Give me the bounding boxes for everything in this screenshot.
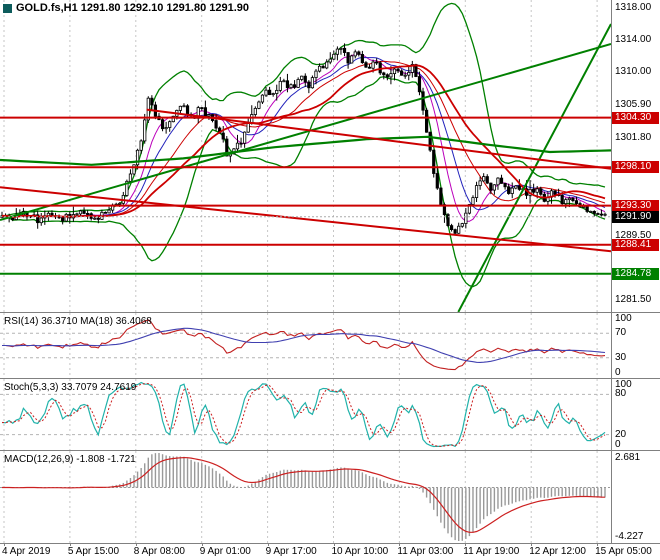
stoch-label: Stoch(5,3,3) 33.7079 24.7619 — [4, 382, 137, 393]
price-axis-badge: 1298.10 — [612, 161, 659, 174]
time-axis-tick — [597, 543, 599, 546]
price-axis-label: 1305.90 — [615, 98, 652, 110]
time-axis-tick — [4, 543, 5, 546]
time-axis-tick — [135, 543, 137, 546]
time-axis-tick — [399, 543, 401, 546]
panel-separator — [0, 450, 660, 451]
macd-label: MACD(12,26,9) -1.808 -1.721 — [4, 454, 136, 465]
time-axis-label: 11 Apr 19:00 — [463, 546, 520, 557]
price-axis-badge: 1304.30 — [612, 111, 659, 124]
chart-title: GOLD.fs,H1 1291.80 1292.10 1291.80 1291.… — [16, 2, 250, 14]
indicator-axis-label: -4.227 — [615, 531, 644, 542]
indicator-axis-label: 100 — [615, 313, 632, 324]
panel-separator — [0, 312, 660, 313]
price-axis-badge: 1288.41 — [612, 238, 659, 251]
indicator-axis-label: 100 — [615, 379, 632, 390]
macd-panel-canvas[interactable] — [0, 451, 611, 543]
indicator-axis-label: 20 — [615, 428, 627, 440]
time-axis-label: 12 Apr 12:00 — [529, 546, 586, 557]
price-axis-label: 1289.50 — [615, 230, 652, 241]
time-axis-label: 8 Apr 08:00 — [133, 546, 185, 557]
time-axis-tick — [333, 543, 335, 546]
price-axis-badge: 1291.90 — [612, 210, 659, 223]
time-axis-tick — [267, 543, 269, 546]
price-axis-label: 1281.50 — [615, 294, 652, 305]
time-axis-label: 15 Apr 05:00 — [595, 546, 652, 557]
time-axis-tick — [69, 543, 71, 546]
time-axis-label: 10 Apr 10:00 — [331, 546, 389, 557]
time-axis-label: 11 Apr 03:00 — [397, 546, 454, 557]
indicator-axis-label: 2.681 — [615, 452, 641, 463]
time-axis-label: 5 Apr 15:00 — [67, 546, 120, 557]
panel-separator — [0, 378, 660, 379]
panel-separator — [0, 543, 660, 544]
price-axis-label: 1318.00 — [615, 2, 652, 13]
time-axis-label: 4 Apr 2019 — [2, 546, 51, 557]
rsi-panel-canvas[interactable] — [0, 313, 611, 378]
price-axis-label: 1314.00 — [615, 34, 652, 45]
indicator-axis-label: 0 — [615, 439, 621, 450]
indicator-axis-label: 80 — [615, 388, 627, 400]
time-axis-tick — [201, 543, 203, 546]
time-axis-tick — [531, 543, 533, 546]
price-axis-badge: 1284.78 — [612, 267, 659, 280]
indicator-axis-label: 30 — [615, 351, 627, 363]
indicator-axis-label: 70 — [615, 327, 627, 339]
price-axis-badge: 1293.30 — [612, 199, 659, 212]
axis-separator — [611, 0, 612, 543]
indicator-axis-label: 0 — [615, 367, 621, 378]
price-axis-label: 1301.80 — [615, 131, 652, 143]
time-axis-label: 9 Apr 01:00 — [199, 546, 251, 557]
chart-title-row: GOLD.fs,H1 1291.80 1292.10 1291.80 1291.… — [3, 2, 249, 14]
time-axis-tick — [465, 543, 467, 546]
chart-icon — [3, 3, 12, 13]
rsi-label: RSI(14) 36.3710 MA(18) 36.4068 — [4, 316, 152, 327]
price-chart-canvas[interactable] — [0, 0, 611, 312]
stoch-panel-canvas[interactable] — [0, 379, 611, 450]
time-axis-label: 9 Apr 17:00 — [265, 546, 317, 557]
price-axis-label: 1310.00 — [615, 66, 652, 77]
